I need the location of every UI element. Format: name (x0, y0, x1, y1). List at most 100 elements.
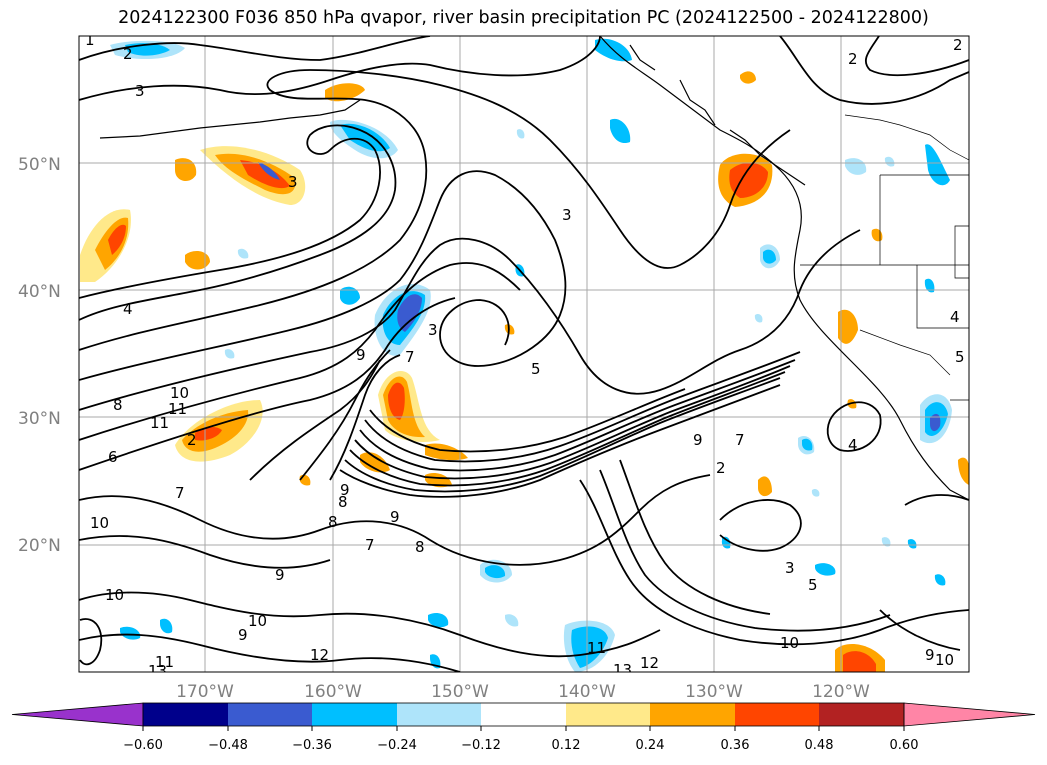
colorbar-segment (143, 703, 228, 726)
lat-labels: 20°N 30°N 40°N 50°N (18, 155, 61, 556)
shade-positive (729, 162, 768, 198)
contour-label: 9 (238, 626, 248, 644)
colorbar-segment (481, 703, 566, 726)
contour-label: 3 (785, 559, 795, 577)
contour-label: 2 (187, 431, 197, 449)
contour-label: 8 (415, 538, 425, 556)
lon-label-140w: 140°W (558, 682, 616, 702)
shade-negative (811, 488, 820, 497)
contour-label: 11 (150, 414, 169, 432)
colorbar-tick-labels: −0.60 −0.48 −0.36 −0.24 −0.12 0.12 0.24 … (123, 738, 918, 753)
shade-positive (325, 83, 365, 102)
contour-label: 4 (123, 300, 133, 318)
contour-label: 10 (780, 634, 799, 652)
colorbar-tick-label: −0.12 (461, 738, 501, 753)
colorbar-tick-label: −0.36 (292, 738, 332, 753)
borders (800, 114, 969, 401)
shade-negative (610, 118, 631, 144)
lat-label-50n: 50°N (18, 155, 61, 175)
colorbar-ticks (142, 726, 905, 731)
map-plot-area: 1 2 2 2 3 3 3 4 8 10 11 11 2 6 7 10 8 9 … (79, 31, 969, 672)
contour-label: 5 (808, 576, 818, 594)
contour-label: 8 (113, 396, 123, 414)
precip-pc-shading (80, 38, 969, 672)
lat-lon-grid (79, 36, 969, 672)
contour-label: 2 (716, 459, 726, 477)
shade-negative (924, 278, 935, 293)
lon-label-120w: 120°W (812, 682, 870, 702)
contour-label: 6 (108, 448, 118, 466)
contour-label: 10 (248, 612, 267, 630)
contour-label: 3 (562, 206, 572, 224)
coastlines (99, 36, 969, 501)
shade-negative (815, 563, 836, 576)
shade-negative (763, 249, 776, 264)
shade-negative (160, 618, 173, 634)
colorbar-segment (312, 703, 397, 726)
colorbar-segment (228, 703, 312, 726)
shade-positive (175, 158, 197, 182)
shade-negative (881, 537, 891, 547)
shade-positive (425, 473, 452, 488)
contour-label: 5 (955, 348, 965, 366)
contour-label: 7 (175, 484, 185, 502)
contour-labels: 1 2 2 2 3 3 3 4 8 10 11 11 2 6 7 10 8 9 … (85, 31, 965, 672)
shade-negative (224, 349, 235, 359)
shade-negative (340, 286, 360, 305)
shade-negative (505, 614, 519, 627)
contour-label: 10 (935, 651, 954, 669)
shade-positive (425, 443, 468, 461)
contour-label: 3 (288, 173, 298, 191)
shade-positive (185, 250, 210, 270)
shade-positive (740, 71, 756, 84)
shade-positive (360, 452, 390, 473)
shade-positive (843, 651, 876, 672)
contour-label: 3 (428, 321, 438, 339)
colorbar-boxes (11, 702, 1036, 727)
contour-label: 10 (170, 384, 189, 402)
contour-label: 10 (90, 514, 109, 532)
map-frame (78, 35, 970, 673)
lat-label-20n: 20°N (18, 536, 61, 556)
shade-positive (758, 476, 772, 497)
lat-label-40n: 40°N (18, 282, 61, 302)
colorbar-segment (650, 703, 735, 726)
colorbar-extend-low (11, 702, 144, 727)
qvapor-contours (79, 36, 969, 672)
shade-negative (884, 156, 895, 167)
contour-label: 9 (390, 508, 400, 526)
contour-label: 9 (340, 481, 350, 499)
shade-negative (754, 313, 763, 323)
contour-label: 9 (356, 346, 366, 364)
contour-label: 4 (848, 436, 858, 454)
contour-label: 7 (735, 431, 745, 449)
shade-negative (516, 129, 525, 139)
shade-positive (240, 160, 290, 189)
contour-label: 12 (640, 654, 659, 672)
contour-label: 2 (123, 45, 133, 63)
contour-label: 12 (310, 646, 329, 664)
contour-label: 10 (105, 586, 124, 604)
contour-label: 1 (85, 31, 95, 49)
shade-positive (195, 426, 222, 441)
map-title: 2024122300 F036 850 hPa qvapor, river ba… (118, 8, 929, 28)
lon-label-160w: 160°W (304, 682, 362, 702)
colorbar-tick-label: −0.48 (208, 738, 248, 753)
contour-label: 9 (925, 646, 935, 664)
lon-label-130w: 130°W (685, 682, 743, 702)
contour-label: 2 (848, 50, 858, 68)
shade-positive (958, 457, 969, 485)
contour-label: 7 (365, 536, 375, 554)
shade-negative (485, 565, 506, 579)
colorbar-tick-label: 0.36 (721, 738, 750, 753)
contour-label: 5 (531, 360, 541, 378)
colorbar-tick-label: 0.60 (890, 738, 919, 753)
shade-positive (838, 309, 858, 344)
colorbar-tick-label: −0.60 (123, 738, 163, 753)
shade-positive (108, 224, 126, 255)
colorbar-segment (397, 703, 481, 726)
contour-label: 9 (275, 566, 285, 584)
contour-label: 4 (950, 308, 960, 326)
contour-label: 8 (328, 513, 338, 531)
